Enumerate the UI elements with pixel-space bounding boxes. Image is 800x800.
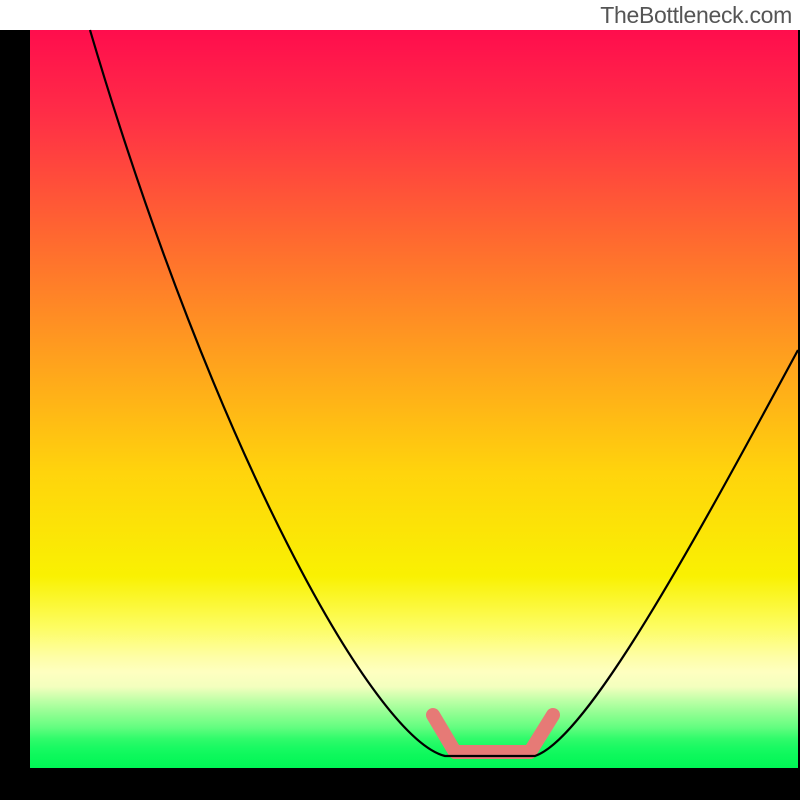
bottleneck-chart xyxy=(0,0,800,800)
watermark-text: TheBottleneck.com xyxy=(600,2,792,29)
border-left xyxy=(0,30,30,768)
chart-container: TheBottleneck.com xyxy=(0,0,800,800)
plot-background xyxy=(30,30,798,768)
border-bottom xyxy=(0,768,800,800)
